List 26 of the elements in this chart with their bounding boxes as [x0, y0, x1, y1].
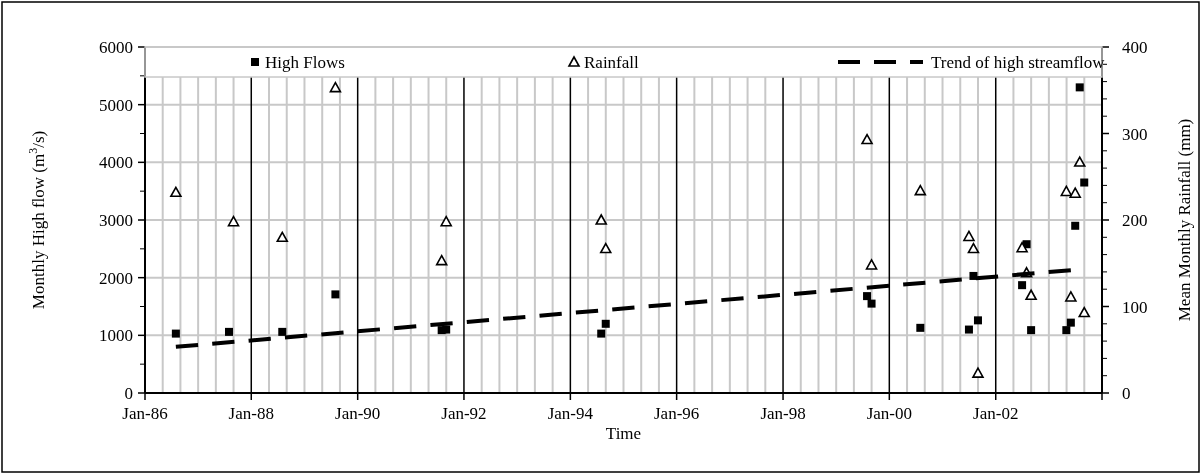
legend-label: Trend of high streamflow — [931, 53, 1106, 72]
x-tick-label: Jan-96 — [653, 404, 700, 423]
y2-tick-label: 200 — [1122, 211, 1148, 230]
x-tick-label: Jan-94 — [547, 404, 594, 423]
y-tick-label: 1000 — [99, 326, 133, 346]
x-tick-label: Jan-88 — [228, 404, 274, 423]
x-tick-label: Jan-90 — [335, 404, 381, 423]
y-tick-label: 0 — [124, 384, 133, 403]
y2-tick-label: 0 — [1122, 384, 1131, 403]
y2-tick-label: 300 — [1122, 124, 1148, 144]
legend-label: High Flows — [265, 53, 345, 72]
y2-tick-label: 100 — [1122, 297, 1148, 317]
y2-tick-label: 400 — [1122, 38, 1148, 57]
x-tick-label: Jan-98 — [760, 404, 806, 423]
legend-label: Rainfall — [584, 53, 640, 72]
x-tick-label: Jan-92 — [441, 404, 487, 423]
x-tick-label: Jan-86 — [122, 404, 168, 423]
y-tick-label: 2000 — [99, 268, 133, 288]
y2-axis-title: Mean Monthly Rainfall (mm) — [1175, 118, 1194, 322]
y-tick-label: 5000 — [99, 95, 133, 115]
y-tick-label: 3000 — [99, 211, 133, 230]
x-tick-label: Jan-02 — [973, 404, 1019, 423]
x-axis-title: Time — [605, 424, 642, 443]
y-tick-label: 4000 — [99, 153, 133, 173]
y-tick-label: 6000 — [99, 38, 133, 57]
x-tick-label: Jan-00 — [866, 404, 912, 423]
